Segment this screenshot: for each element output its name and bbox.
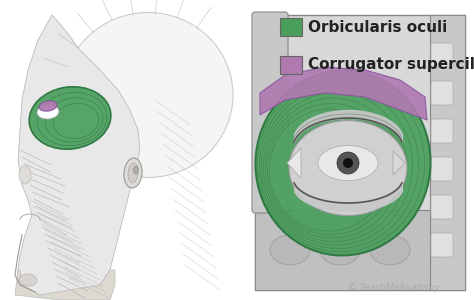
Ellipse shape [343,158,353,168]
Ellipse shape [134,166,138,174]
Polygon shape [260,67,427,120]
Ellipse shape [318,146,378,181]
Ellipse shape [289,121,407,215]
Ellipse shape [370,235,410,265]
Polygon shape [287,148,301,178]
Polygon shape [15,270,115,300]
Ellipse shape [19,274,37,286]
Ellipse shape [255,70,430,256]
Ellipse shape [124,158,142,188]
FancyBboxPatch shape [255,15,465,290]
Ellipse shape [320,235,360,265]
Ellipse shape [29,87,111,149]
Ellipse shape [128,163,138,183]
Polygon shape [18,15,140,295]
Text: © TeachMeAnatomy: © TeachMeAnatomy [348,283,440,292]
FancyBboxPatch shape [280,56,302,74]
FancyBboxPatch shape [431,157,453,181]
Ellipse shape [37,105,59,119]
Ellipse shape [19,166,31,184]
Ellipse shape [270,235,310,265]
FancyBboxPatch shape [255,210,430,290]
Text: Orbicularis oculi: Orbicularis oculi [308,20,447,34]
FancyBboxPatch shape [431,195,453,219]
FancyBboxPatch shape [430,15,465,290]
FancyBboxPatch shape [431,119,453,143]
Ellipse shape [63,13,233,178]
Ellipse shape [337,152,359,174]
Ellipse shape [39,101,57,111]
FancyBboxPatch shape [431,81,453,105]
Text: Corrugator supercilli: Corrugator supercilli [308,58,474,73]
Polygon shape [393,151,405,175]
FancyBboxPatch shape [431,43,453,67]
FancyBboxPatch shape [431,233,453,257]
FancyBboxPatch shape [280,18,302,36]
FancyBboxPatch shape [252,12,288,213]
